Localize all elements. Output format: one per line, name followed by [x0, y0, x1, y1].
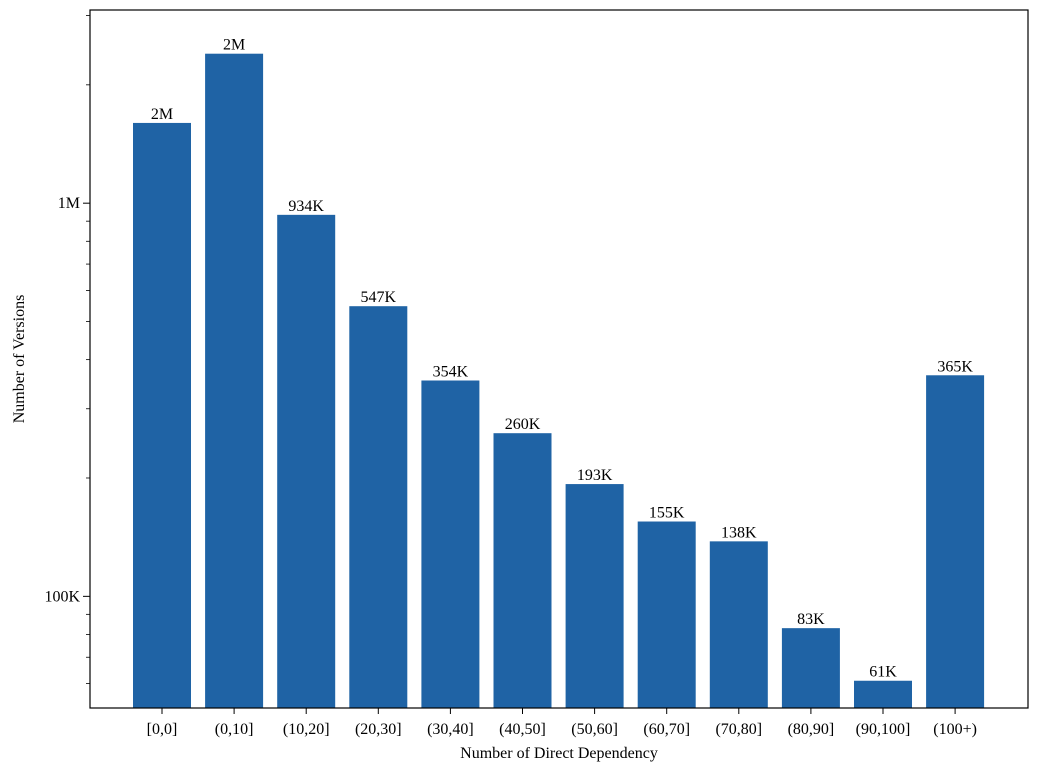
bar-7 [637, 521, 696, 708]
bar-value-label: 138K [721, 524, 757, 541]
bar-1 [205, 53, 264, 709]
x-tick-label: (30,40] [427, 721, 474, 738]
x-tick-label: (60,70] [643, 721, 690, 738]
plot-frame [89, 9, 1029, 709]
bar-6 [565, 484, 624, 708]
x-tick-label: [0,0] [147, 721, 178, 738]
bar-value-label: 365K [937, 358, 973, 375]
x-tick-label: (10,20] [283, 721, 330, 738]
bar-value-label: 934K [288, 198, 324, 215]
bar-11 [926, 375, 985, 708]
bar-value-label: 155K [649, 505, 685, 522]
bar-value-label: 547K [361, 289, 397, 306]
bar-value-label: 61K [869, 664, 897, 681]
x-tick-label: (50,60] [571, 721, 618, 738]
x-tick-label: (100+) [933, 721, 977, 738]
bar-4 [421, 380, 480, 708]
x-tick-label: (70,80] [715, 721, 762, 738]
x-tick-label: (20,30] [355, 721, 402, 738]
y-tick-label: 1M [58, 195, 80, 212]
bar-10 [854, 680, 912, 708]
bar-value-label: 193K [577, 467, 613, 484]
bar-value-label: 2M [223, 37, 245, 54]
bar-9 [781, 628, 840, 708]
x-tick-label: (90,100] [856, 721, 911, 738]
x-tick-label: (40,50] [499, 721, 546, 738]
bar-5 [493, 433, 552, 708]
bar-value-label: 354K [433, 363, 469, 380]
bar-2 [277, 214, 336, 708]
bar-value-label: 260K [505, 416, 541, 433]
x-tick-label: (80,90] [788, 721, 835, 738]
bar-0 [133, 122, 191, 709]
bar-value-label: 2M [151, 106, 173, 123]
x-tick-label: (0,10] [215, 721, 254, 738]
bar-8 [709, 541, 768, 708]
y-tick-label: 100K [44, 588, 80, 605]
bar-value-label: 83K [797, 611, 825, 628]
x-axis-label: Number of Direct Dependency [460, 745, 658, 762]
plot-area: 2M [0,0] 2M (0,10] 934K (10,20] 547K (20,30] 354… [44, 15, 985, 738]
bar-3 [349, 306, 408, 708]
y-axis-label: Number of Versions [11, 295, 28, 424]
